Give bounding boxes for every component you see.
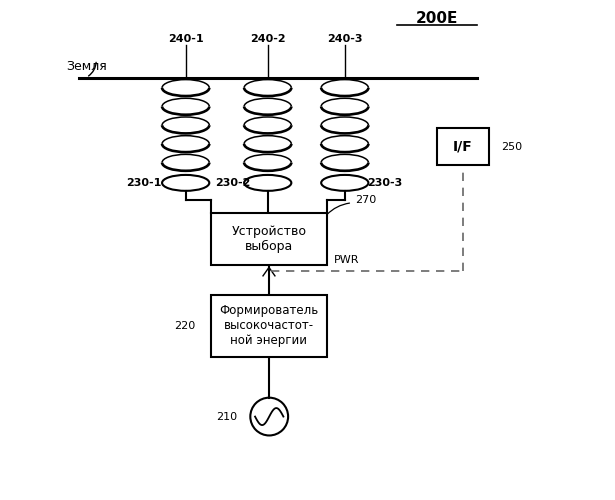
- Text: 230-3: 230-3: [367, 178, 402, 188]
- Text: Устройство
выбора: Устройство выбора: [231, 225, 306, 253]
- Text: 200E: 200E: [416, 12, 458, 26]
- Text: 270: 270: [355, 196, 376, 205]
- Text: Формирователь
высокочастот-
ной энергии: Формирователь высокочастот- ной энергии: [220, 304, 319, 348]
- Text: 240-1: 240-1: [168, 34, 204, 43]
- Text: 230-2: 230-2: [215, 178, 250, 188]
- Bar: [210, 294, 327, 357]
- Text: Земля: Земля: [66, 60, 107, 74]
- Text: 230-1: 230-1: [125, 178, 161, 188]
- Text: PWR: PWR: [333, 255, 359, 265]
- Text: 240-3: 240-3: [327, 34, 362, 43]
- Text: 220: 220: [175, 321, 196, 331]
- Bar: [437, 128, 489, 166]
- Bar: [210, 212, 327, 265]
- Text: 210: 210: [216, 412, 237, 422]
- Text: 240-2: 240-2: [250, 34, 285, 43]
- Text: 250: 250: [501, 142, 523, 152]
- Text: I/F: I/F: [453, 140, 473, 154]
